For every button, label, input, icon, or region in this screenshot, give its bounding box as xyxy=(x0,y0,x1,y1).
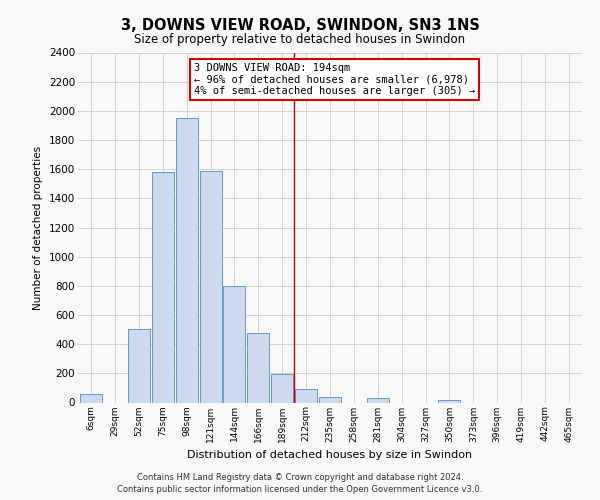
Bar xyxy=(271,374,293,402)
Text: 3 DOWNS VIEW ROAD: 194sqm
← 96% of detached houses are smaller (6,978)
4% of sem: 3 DOWNS VIEW ROAD: 194sqm ← 96% of detac… xyxy=(194,63,475,96)
Bar xyxy=(200,170,221,402)
Bar xyxy=(295,390,317,402)
Bar xyxy=(367,398,389,402)
Bar xyxy=(223,286,245,403)
Bar xyxy=(319,398,341,402)
Text: 3, DOWNS VIEW ROAD, SWINDON, SN3 1NS: 3, DOWNS VIEW ROAD, SWINDON, SN3 1NS xyxy=(121,18,479,32)
Y-axis label: Number of detached properties: Number of detached properties xyxy=(34,146,43,310)
Bar xyxy=(128,329,150,402)
Bar xyxy=(152,172,174,402)
X-axis label: Distribution of detached houses by size in Swindon: Distribution of detached houses by size … xyxy=(187,450,473,460)
Text: Size of property relative to detached houses in Swindon: Size of property relative to detached ho… xyxy=(134,32,466,46)
Bar xyxy=(247,332,269,402)
Text: Contains HM Land Registry data © Crown copyright and database right 2024.
Contai: Contains HM Land Registry data © Crown c… xyxy=(118,472,482,494)
Bar xyxy=(439,400,460,402)
Bar xyxy=(176,118,197,403)
Bar xyxy=(80,394,102,402)
